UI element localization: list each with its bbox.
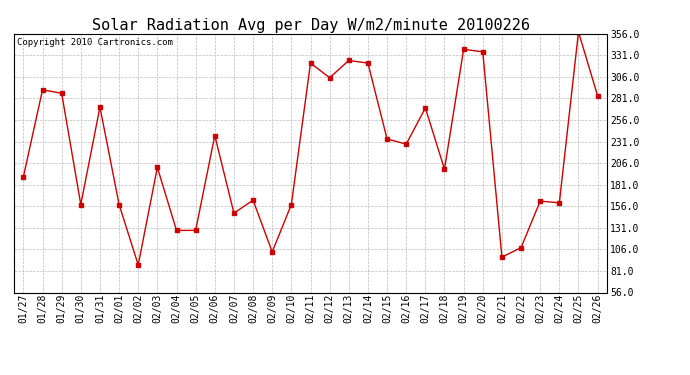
Title: Solar Radiation Avg per Day W/m2/minute 20100226: Solar Radiation Avg per Day W/m2/minute … (92, 18, 529, 33)
Text: Copyright 2010 Cartronics.com: Copyright 2010 Cartronics.com (17, 38, 172, 46)
